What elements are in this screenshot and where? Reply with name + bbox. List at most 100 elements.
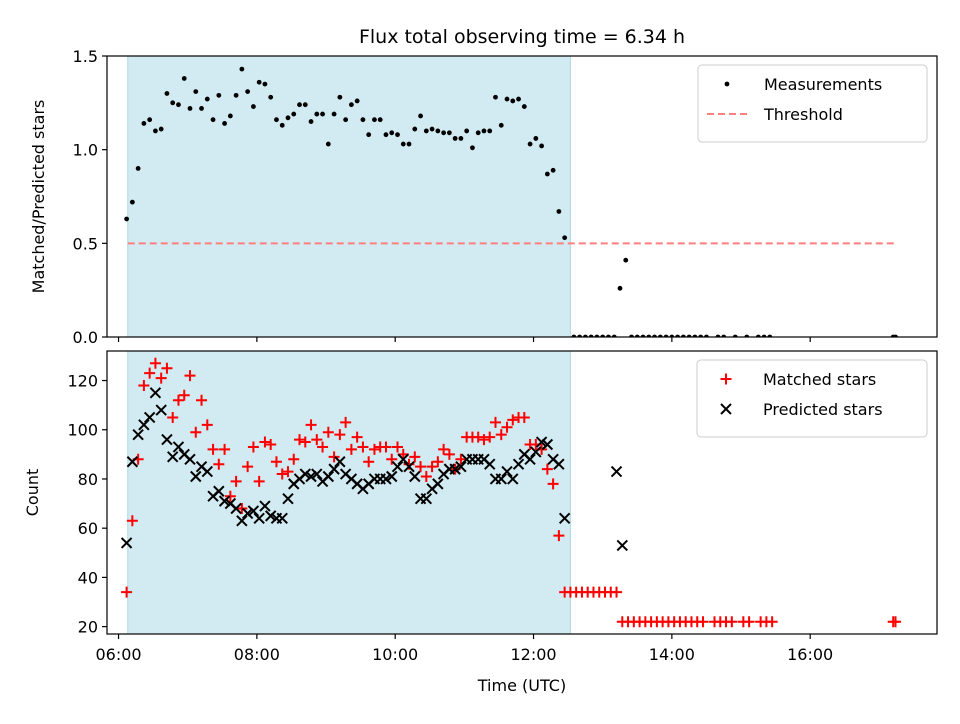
data-point <box>475 130 481 136</box>
data-point <box>299 436 311 448</box>
data-point <box>181 76 187 81</box>
data-point <box>270 456 282 468</box>
data-point <box>766 616 778 628</box>
data-point <box>458 136 464 141</box>
data-point <box>429 126 435 132</box>
data-point <box>178 389 190 401</box>
data-point <box>507 414 519 426</box>
data-point <box>452 136 458 141</box>
data-point <box>391 460 404 473</box>
y-tick-label: 1.5 <box>73 47 98 66</box>
data-point <box>553 458 565 470</box>
data-point <box>121 586 133 598</box>
data-point <box>617 285 623 291</box>
data-point <box>501 421 513 433</box>
data-point <box>539 143 544 149</box>
y-tick-label: 0.5 <box>73 234 98 253</box>
data-point <box>204 96 210 102</box>
y-axis-label: Count <box>23 469 42 517</box>
observing-window <box>127 351 571 634</box>
data-point <box>328 451 340 463</box>
data-point <box>245 89 251 94</box>
data-point <box>207 443 219 455</box>
data-point <box>432 456 444 468</box>
data-point <box>158 126 164 132</box>
data-point <box>366 132 372 138</box>
data-point <box>558 512 571 525</box>
data-point <box>259 500 271 512</box>
data-point <box>262 81 268 87</box>
data-point <box>222 121 227 126</box>
data-point <box>472 431 484 443</box>
data-point <box>697 616 709 628</box>
data-point <box>357 441 369 453</box>
data-point <box>253 512 265 525</box>
data-point <box>438 443 450 455</box>
data-point <box>190 470 202 483</box>
x-tick-label: 16:00 <box>787 645 833 664</box>
data-point <box>368 443 380 455</box>
observing-window <box>127 56 571 337</box>
data-point <box>481 128 487 134</box>
data-point <box>386 453 398 465</box>
data-point <box>547 478 559 490</box>
data-point <box>449 463 461 475</box>
bottom-panel: 20 40 60 80 100 120 06:00 08:00 10:00 12:00 14:00 1… <box>23 350 938 695</box>
data-point <box>533 136 539 141</box>
data-point <box>446 130 452 136</box>
y-tick-label: 120 <box>67 372 98 391</box>
data-point <box>380 441 392 453</box>
plot-area <box>120 351 901 634</box>
data-point <box>282 492 294 505</box>
data-point <box>343 117 349 123</box>
data-point <box>432 478 444 490</box>
data-point <box>282 466 294 478</box>
data-point <box>890 616 901 628</box>
data-point <box>247 505 260 517</box>
data-point <box>426 461 438 473</box>
data-point <box>443 448 455 460</box>
data-point <box>441 130 447 136</box>
data-point <box>484 458 496 470</box>
data-point <box>535 436 548 448</box>
data-point <box>556 209 562 214</box>
data-point <box>288 453 300 465</box>
data-point <box>495 429 507 441</box>
data-point <box>199 106 204 111</box>
data-point <box>241 507 254 520</box>
data-point <box>504 96 510 102</box>
data-point <box>334 429 346 441</box>
data-point <box>553 530 565 542</box>
y-tick-label: 100 <box>67 421 98 440</box>
data-point <box>487 128 493 134</box>
data-point <box>311 434 323 446</box>
data-point <box>345 443 357 455</box>
data-point <box>216 92 222 98</box>
data-point <box>268 94 274 100</box>
data-point <box>124 216 129 222</box>
data-point <box>190 426 202 438</box>
data-point <box>383 132 389 138</box>
data-point <box>510 98 516 104</box>
data-point <box>420 471 432 483</box>
data-point <box>455 460 467 473</box>
data-point <box>201 465 213 478</box>
data-point <box>418 113 423 119</box>
data-point <box>354 98 360 104</box>
data-point <box>264 510 277 522</box>
data-point <box>527 141 533 147</box>
data-point <box>276 512 288 525</box>
data-point <box>213 485 225 497</box>
data-point <box>126 456 139 468</box>
data-point <box>149 387 162 399</box>
axes-frame <box>106 55 938 338</box>
data-point <box>377 117 383 123</box>
data-point <box>129 199 135 205</box>
legend-marker <box>720 403 732 415</box>
legend-label: Matched stars <box>763 370 876 389</box>
data-point <box>412 126 418 132</box>
data-point <box>143 411 156 424</box>
data-point <box>167 451 179 463</box>
y-tick-label: 40 <box>78 568 98 587</box>
